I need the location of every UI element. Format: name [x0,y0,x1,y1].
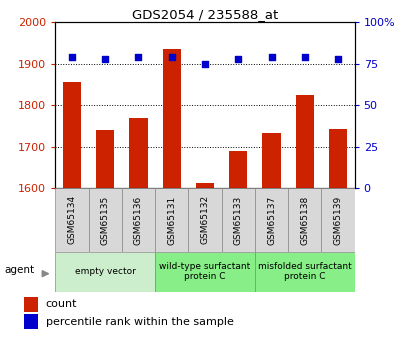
Point [135,55,142,60]
Bar [328,129,346,188]
Point [234,56,241,62]
Point [201,61,208,67]
Bar [262,133,280,188]
Bar [229,151,247,188]
Bar [155,252,254,292]
Text: GSM65137: GSM65137 [266,195,275,245]
Point [102,56,108,62]
Bar [24,314,38,329]
Bar [321,188,354,252]
Text: empty vector: empty vector [74,267,135,276]
Bar [295,95,313,188]
Text: GSM65135: GSM65135 [101,195,110,245]
Text: GSM65136: GSM65136 [134,195,143,245]
Text: misfolded surfactant
protein C: misfolded surfactant protein C [257,262,351,282]
Bar [254,252,354,292]
Text: wild-type surfactant
protein C: wild-type surfactant protein C [159,262,250,282]
Point [301,55,307,60]
Text: percentile rank within the sample: percentile rank within the sample [45,317,233,326]
Bar [221,188,254,252]
Point [334,56,340,62]
Bar [88,188,121,252]
Bar [121,188,155,252]
Point [267,55,274,60]
Bar [254,188,288,252]
Bar [96,130,114,188]
Text: GSM65134: GSM65134 [67,195,76,245]
Bar [288,188,321,252]
Point [69,55,75,60]
Point [168,55,175,60]
Text: agent: agent [4,265,34,275]
Text: GSM65131: GSM65131 [167,195,176,245]
Text: count: count [45,299,77,309]
Bar [162,49,180,188]
Text: GSM65139: GSM65139 [333,195,342,245]
Bar [24,297,38,312]
Text: GSM65132: GSM65132 [200,195,209,245]
Bar [55,252,155,292]
Bar [196,183,213,188]
Text: GSM65138: GSM65138 [299,195,308,245]
Text: GSM65133: GSM65133 [233,195,242,245]
Bar [129,118,147,188]
Bar [55,188,88,252]
Title: GDS2054 / 235588_at: GDS2054 / 235588_at [132,8,277,21]
Bar [63,82,81,188]
Bar [188,188,221,252]
Bar [155,188,188,252]
